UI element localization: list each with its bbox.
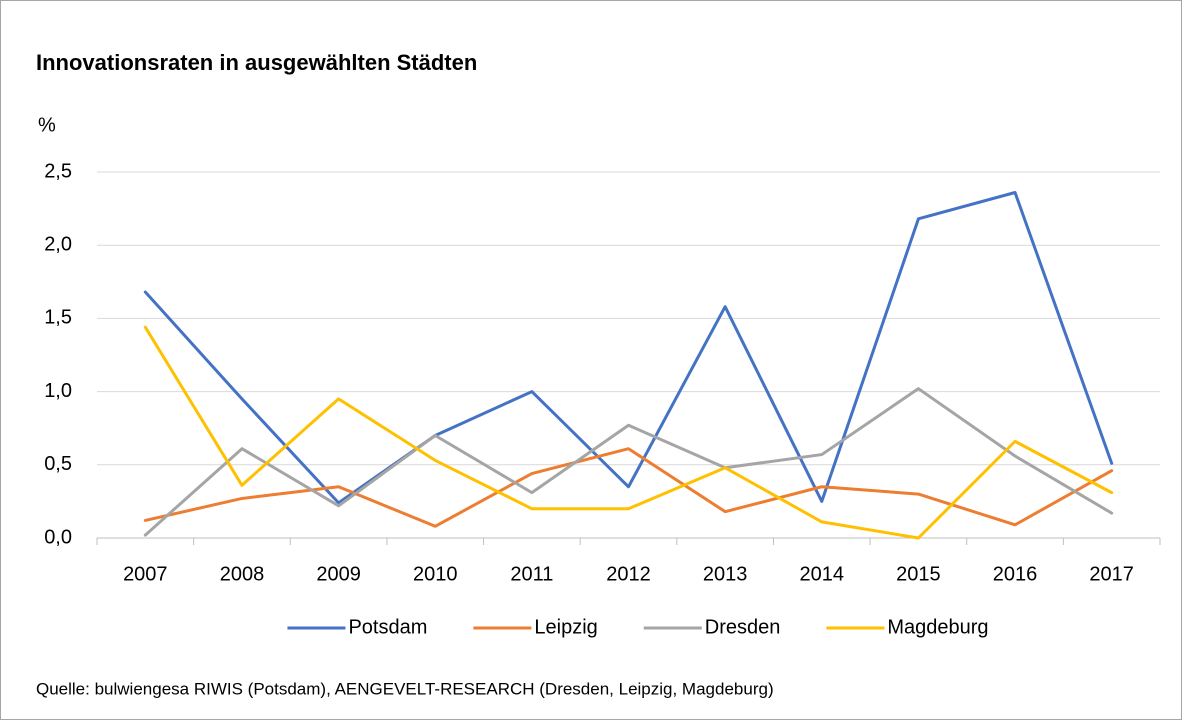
legend-label: Potsdam	[348, 616, 427, 638]
series-line	[143, 387, 1114, 537]
series-line	[143, 325, 1114, 540]
x-tick-label: 2011	[510, 563, 553, 585]
chart-title: Innovationsraten in ausgewählten Städten	[36, 50, 477, 75]
x-tick-label: 2009	[316, 563, 361, 585]
y-tick-label: 0,0	[44, 526, 72, 548]
x-tick-label: 2010	[413, 563, 458, 585]
x-tick-label: 2007	[123, 563, 168, 585]
y-axis-unit: %	[38, 114, 56, 136]
x-tick-label: 2012	[606, 563, 651, 585]
legend-label: Magdeburg	[887, 616, 988, 638]
source-note: Quelle: bulwiengesa RIWIS (Potsdam), AEN…	[36, 679, 774, 698]
series-line	[143, 190, 1114, 505]
x-tick-label: 2015	[896, 563, 941, 585]
y-tick-label: 0,5	[44, 453, 72, 475]
x-tick-label: 2016	[993, 563, 1038, 585]
x-tick-label: 2013	[703, 563, 748, 585]
x-tick-label: 2014	[800, 563, 845, 585]
x-tick-label: 2017	[1089, 563, 1134, 585]
x-tick-label: 2008	[220, 563, 265, 585]
y-tick-label: 2,0	[44, 233, 72, 255]
y-tick-label: 2,5	[44, 160, 72, 182]
y-tick-label: 1,0	[44, 380, 72, 402]
legend-label: Leipzig	[534, 616, 597, 638]
legend-label: Dresden	[705, 616, 781, 638]
y-tick-label: 1,5	[44, 307, 72, 329]
